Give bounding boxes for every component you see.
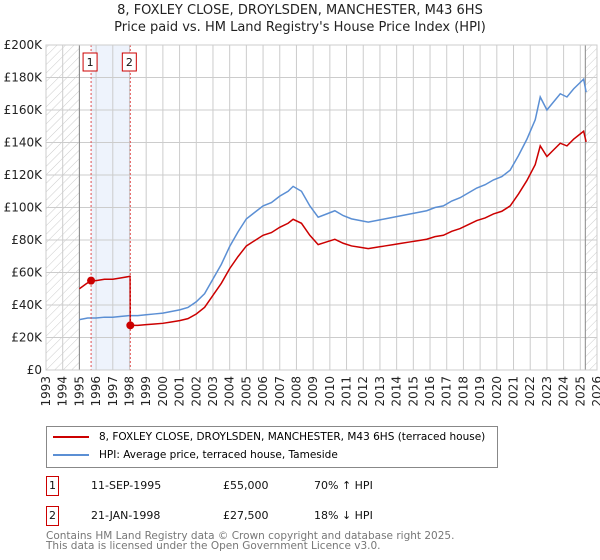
x-tick-label: 2010 <box>323 376 337 407</box>
x-tick-label: 2001 <box>173 376 187 407</box>
x-tick-label: 2011 <box>340 376 354 407</box>
y-tick-label: £180K <box>4 71 44 85</box>
footer-line: Contains HM Land Registry data © Crown c… <box>46 530 455 542</box>
y-tick-label: £20K <box>11 331 43 345</box>
x-tick-label: 2024 <box>557 376 571 407</box>
x-tick-label: 2003 <box>206 376 220 407</box>
x-tick-label: 1996 <box>89 376 103 407</box>
y-tick-label: £160K <box>4 103 44 117</box>
x-tick-label: 2012 <box>356 376 370 407</box>
x-tick-label: 2019 <box>473 376 487 407</box>
sale-date: 11-SEP-1995 <box>91 479 162 492</box>
sale-date: 21-JAN-1998 <box>91 509 161 522</box>
x-tick-label: 2015 <box>406 376 420 407</box>
x-tick-label: 2007 <box>273 376 287 407</box>
sale-label: 2 <box>126 56 133 69</box>
sale-price: £27,500 <box>223 509 269 522</box>
sale-price: £55,000 <box>223 479 269 492</box>
y-tick-label: £40K <box>11 298 43 312</box>
x-tick-label: 1993 <box>39 376 53 407</box>
x-tick-label: 2006 <box>256 376 270 407</box>
legend-hpi: HPI: Average price, terraced house, Tame… <box>99 449 338 461</box>
x-tick-label: 1994 <box>56 376 70 407</box>
x-tick-label: 2026 <box>590 376 600 407</box>
x-tick-label: 2013 <box>373 376 387 407</box>
chart: £0 £20K £40K £60K £80K £100K £120K £140K £160K £1… <box>4 38 600 407</box>
legend-price-paid: 8, FOXLEY CLOSE, DROYLSDEN, MANCHESTER, … <box>99 431 486 443</box>
y-tick-label: £120K <box>4 168 44 182</box>
chart-title: 8, FOXLEY CLOSE, DROYLSDEN, MANCHESTER, … <box>117 3 483 18</box>
sale-point <box>126 321 135 330</box>
x-tick-label: 2021 <box>507 376 521 407</box>
x-tick-label: 2016 <box>423 376 437 407</box>
x-tick-label: 2022 <box>523 376 537 407</box>
y-tick-label: £100K <box>4 201 44 215</box>
x-tick-label: 2018 <box>456 376 470 407</box>
sale-label: 1 <box>87 56 94 69</box>
y-tick-label: £0 <box>27 363 42 377</box>
x-tick-label: 2008 <box>289 376 303 407</box>
x-tick-label: 1995 <box>72 376 86 407</box>
x-tick-label: 2002 <box>189 376 203 407</box>
y-tick-label: £200K <box>4 38 44 52</box>
y-tick-label: £80K <box>11 233 43 247</box>
x-tick-label: 2025 <box>573 376 587 407</box>
y-tick-label: £60K <box>11 266 43 280</box>
x-tick-label: 1998 <box>122 376 136 407</box>
sale-marker-box: 2 <box>46 506 59 526</box>
x-tick-label: 2023 <box>540 376 554 407</box>
plot-frame <box>45 44 598 371</box>
hpi-line <box>79 77 587 321</box>
sale-marker-box: 1 <box>46 476 59 496</box>
x-tick-label: 1997 <box>106 376 120 407</box>
sale-hpi-diff: 18% ↓ HPI <box>314 509 373 522</box>
x-tick-label: 2014 <box>390 376 404 407</box>
x-tick-label: 2017 <box>440 376 454 407</box>
footer: Contains HM Land Registry data © Crown c… <box>46 530 455 552</box>
sale-label-box <box>121 52 137 72</box>
x-tick-label: 2004 <box>223 376 237 407</box>
legend-blue-line <box>53 454 89 456</box>
chart-subtitle: Price paid vs. HM Land Registry's House … <box>114 20 486 35</box>
price-paid-line <box>78 129 587 327</box>
x-tick-label: 2009 <box>306 376 320 407</box>
x-tick-label: 2020 <box>490 376 504 407</box>
y-tick-label: £140K <box>4 136 44 150</box>
sale-hpi-diff: 70% ↑ HPI <box>314 479 373 492</box>
x-tick-label: 2005 <box>239 376 253 407</box>
x-tick-label: 2000 <box>156 376 170 407</box>
sale-label-box <box>82 52 98 72</box>
legend: 8, FOXLEY CLOSE, DROYLSDEN, MANCHESTER, … <box>46 426 498 468</box>
sale-point <box>87 276 96 285</box>
x-tick-label: 1999 <box>139 376 153 407</box>
footer-line: This data is licensed under the Open Gov… <box>46 540 381 552</box>
legend-red-line <box>53 436 89 438</box>
